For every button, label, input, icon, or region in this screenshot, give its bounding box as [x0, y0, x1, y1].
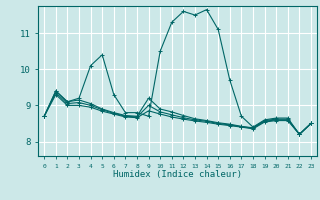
X-axis label: Humidex (Indice chaleur): Humidex (Indice chaleur) [113, 170, 242, 179]
